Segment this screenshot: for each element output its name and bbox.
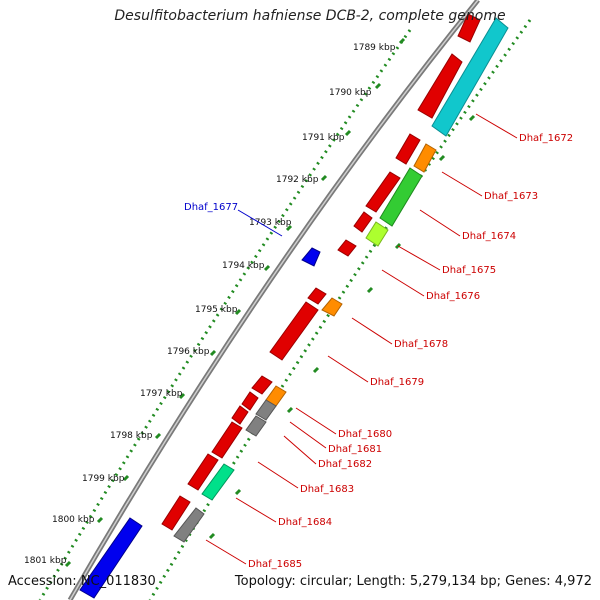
gene-feature[interactable]: [201, 463, 235, 501]
gene-feature[interactable]: [457, 13, 481, 43]
gene-features: [79, 13, 509, 599]
gene-feature[interactable]: [379, 167, 423, 227]
gene-feature[interactable]: [417, 53, 463, 119]
gene-feature[interactable]: [269, 301, 319, 361]
gene-feature[interactable]: [365, 171, 401, 213]
scale-label: 1800 kbp: [52, 515, 95, 525]
scale-label: 1793 kbp: [249, 218, 292, 228]
gene-feature[interactable]: [245, 415, 267, 437]
gene-feature[interactable]: [321, 297, 343, 317]
scale-ticks: [64, 37, 476, 568]
scale-label: 1794 kbp: [222, 261, 265, 271]
gene-label-dhaf-1685[interactable]: Dhaf_1685: [248, 559, 302, 570]
gene-feature[interactable]: [413, 143, 437, 173]
gene-label-dhaf-1682[interactable]: Dhaf_1682: [318, 459, 372, 470]
gene-feature[interactable]: [79, 517, 143, 599]
genome-backbone: [67, 0, 480, 600]
scale-arc-outer: [38, 29, 412, 600]
genome-backbone-highlight: [69, 0, 479, 600]
scale-label: 1795 kbp: [195, 305, 238, 315]
gene-label-dhaf-1680[interactable]: Dhaf_1680: [338, 429, 392, 440]
scale-label: 1799 kbp: [82, 474, 125, 484]
scale-label: 1792 kbp: [276, 175, 319, 185]
accession-text: Accession: NC_011830: [8, 574, 156, 589]
gene-label-dhaf-1678[interactable]: Dhaf_1678: [394, 339, 448, 350]
gene-feature[interactable]: [241, 391, 259, 411]
genome-title: Desulfitobacterium hafniense DCB-2, comp…: [114, 8, 506, 24]
gene-label-dhaf-1673[interactable]: Dhaf_1673: [484, 191, 538, 202]
gene-feature[interactable]: [187, 453, 219, 491]
gene-label-dhaf-1675[interactable]: Dhaf_1675: [442, 265, 496, 276]
label-leaders: [205, 113, 518, 565]
gene-feature[interactable]: [431, 17, 509, 137]
gene-label-dhaf-1681[interactable]: Dhaf_1681: [328, 444, 382, 455]
gene-feature[interactable]: [337, 239, 357, 257]
scale-label: 1797 kbp: [140, 389, 183, 399]
topology-text: Topology: circular; Length: 5,279,134 bp…: [234, 574, 592, 589]
gene-feature[interactable]: [365, 221, 389, 247]
gene-feature[interactable]: [255, 399, 277, 421]
scale-label: 1790 kbp: [329, 88, 372, 98]
scale-label: 1791 kbp: [302, 133, 345, 143]
gene-label-dhaf-1684[interactable]: Dhaf_1684: [278, 517, 332, 528]
scale-label: 1796 kbp: [167, 347, 210, 357]
gene-feature[interactable]: [353, 211, 373, 233]
gene-feature[interactable]: [211, 421, 243, 459]
scale-label: 1801 kbp: [24, 556, 67, 566]
gene-feature[interactable]: [161, 495, 191, 531]
gene-feature[interactable]: [251, 375, 273, 395]
gene-feature[interactable]: [301, 247, 321, 267]
gene-label-dhaf-1672[interactable]: Dhaf_1672: [519, 133, 573, 144]
gene-feature[interactable]: [307, 287, 327, 305]
gene-feature[interactable]: [173, 507, 205, 543]
gene-label-dhaf-1674[interactable]: Dhaf_1674: [462, 231, 516, 242]
gene-label-dhaf-1677[interactable]: Dhaf_1677: [184, 202, 238, 213]
gene-label-dhaf-1679[interactable]: Dhaf_1679: [370, 377, 424, 388]
scale-label: 1789 kbp: [353, 43, 396, 53]
scale-label: 1798 kbp: [110, 431, 153, 441]
gene-label-dhaf-1683[interactable]: Dhaf_1683: [300, 484, 354, 495]
gene-feature[interactable]: [231, 405, 249, 425]
gene-feature[interactable]: [395, 133, 421, 165]
gene-label-dhaf-1676[interactable]: Dhaf_1676: [426, 291, 480, 302]
